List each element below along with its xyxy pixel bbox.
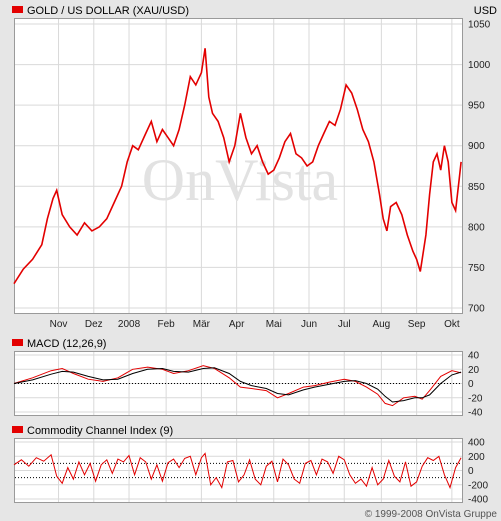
cci-series-line <box>13 452 462 490</box>
price-chart-title: GOLD / US DOLLAR (XAU/USD) <box>12 5 189 17</box>
price-x-tick-label: Dez <box>85 319 103 330</box>
price-x-tick-label: Mai <box>266 319 282 330</box>
cci-y-tick-label: -400 <box>468 495 488 506</box>
price-y-tick-label: 950 <box>468 101 485 112</box>
macd-chart-title-text: MACD (12,26,9) <box>27 338 107 350</box>
macd-series-line-1 <box>13 365 462 407</box>
cci-y-tick-label: 400 <box>468 438 485 449</box>
macd-chart-title: MACD (12,26,9) <box>12 338 106 350</box>
cci-chart-title-text: Commodity Channel Index (9) <box>27 425 174 437</box>
price-x-tick-label: Apr <box>229 319 245 330</box>
price-chart-title-text: GOLD / US DOLLAR (XAU/USD) <box>27 5 189 17</box>
price-y-tick-label: 1000 <box>468 60 491 71</box>
cci-chart-title: Commodity Channel Index (9) <box>12 425 173 437</box>
price-y-tick-label: 750 <box>468 263 485 274</box>
macd-y-tick-label: 20 <box>468 365 480 376</box>
macd-y-tick-label: 40 <box>468 351 480 362</box>
price-x-tick-label: 2008 <box>118 319 141 330</box>
price-x-tick-label: Jul <box>338 319 351 330</box>
cci-y-tick-label: 0 <box>468 466 474 477</box>
price-x-tick-label: Jun <box>301 319 317 330</box>
cci-y-tick-label: -200 <box>468 480 488 491</box>
cci-y-tick-label: 200 <box>468 452 485 463</box>
macd-y-tick-label: -40 <box>468 408 483 419</box>
macd-y-tick-label: 0 <box>468 379 474 390</box>
price-y-tick-label: 800 <box>468 222 485 233</box>
price-chart-panel <box>14 18 463 314</box>
watermark-logo: OnVista <box>142 147 338 213</box>
price-series-swatch <box>12 6 23 13</box>
copyright-text: © 1999-2008 OnVista Gruppe <box>364 509 497 520</box>
price-y-tick-label: 700 <box>468 304 485 315</box>
price-x-tick-label: Nov <box>50 319 68 330</box>
macd-series-swatch <box>12 339 23 346</box>
price-x-tick-label: Feb <box>158 319 176 330</box>
price-x-tick-label: Aug <box>372 319 390 330</box>
currency-label: USD <box>473 5 497 17</box>
price-x-tick-label: Okt <box>444 319 460 330</box>
price-x-tick-label: Mär <box>193 319 211 330</box>
macd-y-tick-label: -20 <box>468 393 483 404</box>
price-series-line <box>13 48 462 285</box>
price-y-tick-label: 1050 <box>468 20 491 31</box>
cci-series-swatch <box>12 426 23 433</box>
price-y-tick-label: 850 <box>468 182 485 193</box>
macd-series-line-2 <box>13 367 462 403</box>
price-y-tick-label: 900 <box>468 141 485 152</box>
price-x-tick-label: Sep <box>408 319 426 330</box>
